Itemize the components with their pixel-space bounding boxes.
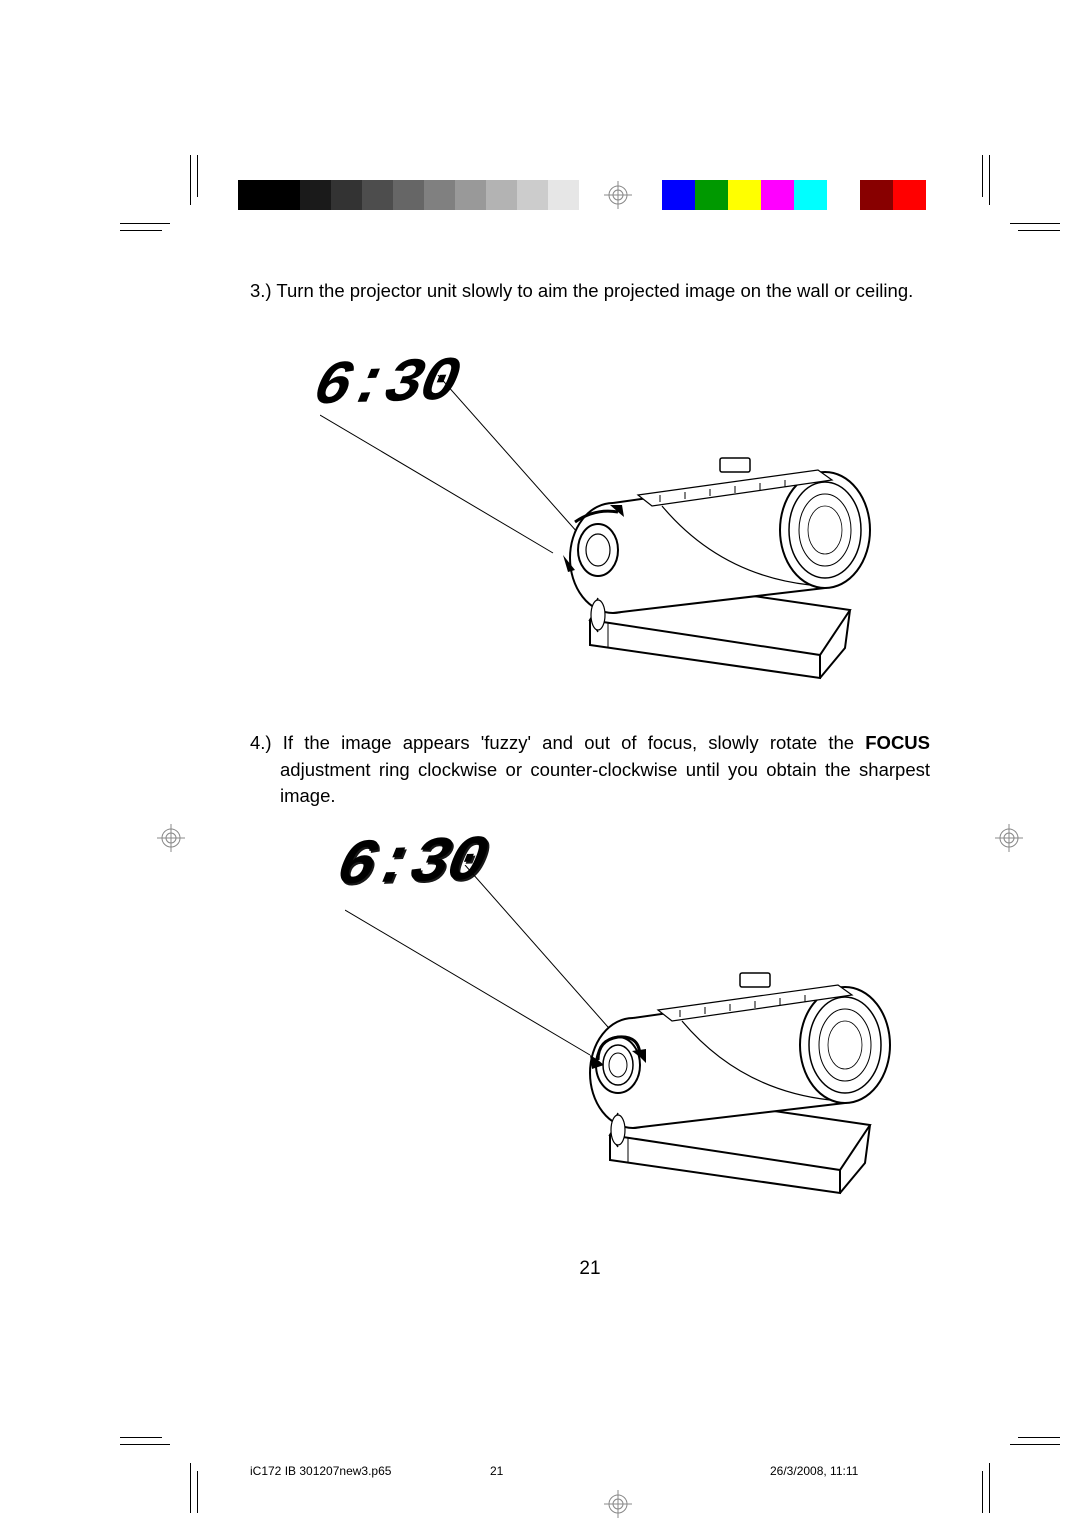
figure-aim-projector: 6:30 [250, 320, 930, 680]
registration-mark-bottom [604, 1490, 632, 1518]
grayscale-calibration-bars [238, 180, 610, 210]
projector-device-1 [520, 450, 890, 680]
footer-page: 21 [490, 1464, 503, 1478]
color-calibration-bars [662, 180, 926, 210]
footer-filename: iC172 IB 301207new3.p65 [250, 1464, 391, 1478]
registration-mark-left [157, 824, 185, 852]
figure-focus-ring: 6:30 6:30 [250, 825, 930, 1205]
page-number: 21 [250, 1255, 930, 1283]
page-content: 3.) Turn the projector unit slowly to ai… [250, 278, 930, 1283]
step-3-text: 3.) Turn the projector unit slowly to ai… [250, 278, 930, 305]
registration-mark-right [995, 824, 1023, 852]
registration-mark-top [604, 181, 632, 209]
step-4-text: 4.) If the image appears 'fuzzy' and out… [250, 730, 930, 810]
projector-device-2 [540, 965, 910, 1195]
footer-datetime: 26/3/2008, 11:11 [770, 1464, 858, 1478]
